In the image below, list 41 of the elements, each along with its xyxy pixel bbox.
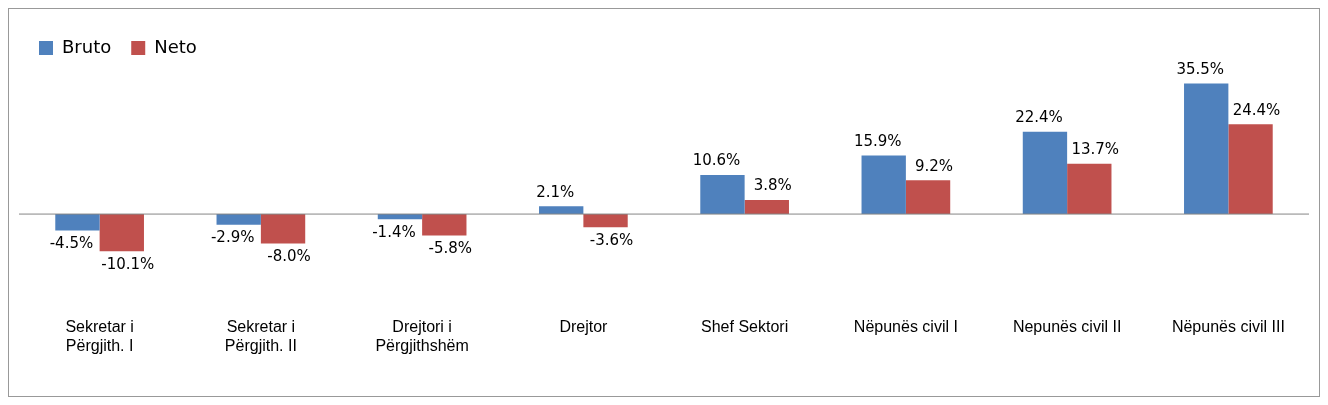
data-label: -1.4% [372, 222, 416, 241]
x-tick-label: Drejtori i Përgjithshëm [375, 317, 469, 354]
bar [1228, 124, 1273, 215]
data-label: 2.1% [536, 182, 575, 201]
legend-label: Neto [154, 35, 197, 57]
data-label: -10.1% [101, 254, 155, 273]
bar [583, 214, 628, 228]
x-tick-label: Sekretar i Përgjith. I [65, 317, 134, 354]
data-label: 10.6% [692, 151, 741, 170]
bar [744, 200, 789, 215]
x-tick-label: Drejtor [559, 317, 609, 335]
data-label: -8.0% [267, 246, 311, 265]
data-label: -5.8% [428, 238, 473, 257]
data-label: 22.4% [1015, 108, 1063, 127]
bar [539, 206, 584, 215]
x-tick-label: Sekretar i Përgjith. II [224, 317, 297, 354]
data-label: -2.9% [210, 228, 255, 247]
data-label: 13.7% [1071, 140, 1120, 159]
bar [1067, 163, 1112, 215]
data-label: -3.6% [589, 230, 634, 249]
bar [700, 175, 745, 215]
bar [422, 214, 467, 236]
data-label: 24.4% [1232, 100, 1281, 119]
bar [55, 214, 100, 231]
data-label: -4.5% [49, 234, 94, 252]
data-label: 3.8% [753, 176, 792, 195]
bar [1022, 131, 1068, 215]
data-label: 9.2% [914, 156, 954, 175]
legend-label: Bruto [62, 35, 112, 57]
data-label: 15.9% [853, 132, 902, 150]
bar [260, 214, 306, 244]
x-tick-label: Nepunës civil II [1012, 317, 1122, 335]
x-tick-label: Nëpunës civil III [1171, 317, 1285, 335]
bar [905, 180, 951, 215]
x-tick-label: Nëpunës civil I [853, 317, 958, 335]
bar [1184, 83, 1229, 215]
data-label: 35.5% [1176, 59, 1225, 78]
bar [861, 155, 906, 215]
bar [99, 214, 144, 252]
bar [216, 214, 261, 225]
x-tick-label: Shef Sektori [701, 317, 789, 335]
